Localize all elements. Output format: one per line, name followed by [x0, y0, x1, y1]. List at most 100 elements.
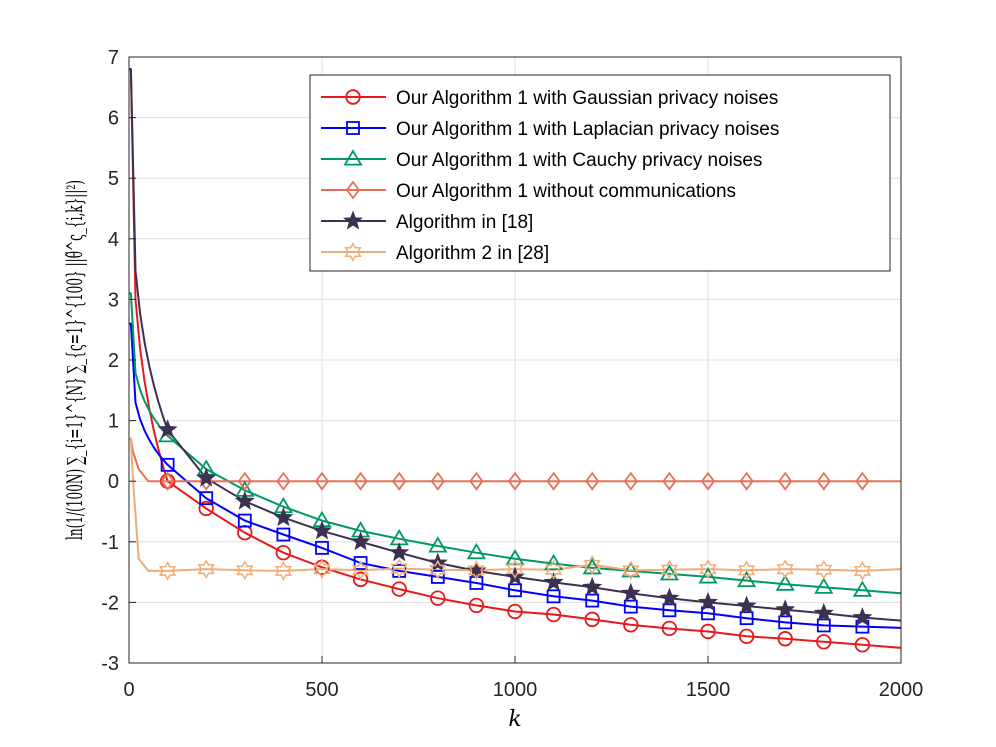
legend: Our Algorithm 1 with Gaussian privacy no…: [309, 74, 891, 272]
series-marker: [699, 559, 717, 580]
series-marker: [276, 527, 291, 542]
series-marker: [778, 615, 793, 630]
series-marker: [659, 587, 680, 607]
series-marker: [315, 540, 329, 555]
series-marker: [662, 471, 677, 491]
series-marker: [430, 570, 445, 584]
series-marker: [584, 611, 600, 628]
series-marker: [160, 457, 175, 472]
series-marker: [700, 471, 716, 491]
series-marker: [273, 507, 294, 527]
series-marker: [430, 590, 446, 606]
series-marker: [739, 471, 754, 491]
series-marker: [814, 577, 834, 594]
series-marker: [737, 560, 756, 581]
series-marker: [351, 560, 370, 581]
legend-marker: [342, 210, 364, 230]
series-marker: [854, 637, 871, 653]
series-marker: [391, 581, 407, 597]
series-marker: [816, 471, 831, 491]
series-marker: [390, 558, 408, 579]
x-tick-label: 1500: [686, 679, 731, 701]
series-marker: [199, 491, 214, 506]
series-marker: [739, 611, 754, 626]
series-marker: [815, 559, 833, 580]
series-marker: [234, 490, 255, 510]
series-line: [129, 437, 902, 572]
series-marker: [196, 467, 217, 487]
series-marker: [545, 606, 562, 623]
series-marker: [508, 583, 522, 598]
series-marker: [546, 471, 561, 491]
y-tick-label: -3: [101, 653, 119, 675]
series-marker: [583, 554, 601, 575]
series-marker: [623, 617, 639, 633]
series-marker: [816, 618, 831, 633]
series-marker: [506, 559, 524, 580]
x-tick-label: 2000: [879, 679, 924, 701]
series-marker: [353, 556, 368, 570]
series-marker: [546, 589, 561, 604]
series-markers: [157, 419, 873, 653]
series-marker: [582, 576, 603, 596]
y-tick-label: -1: [101, 532, 119, 554]
series-marker: [620, 582, 641, 602]
series-marker: [662, 603, 677, 618]
y-tick-label: 6: [108, 108, 119, 130]
series-line: [129, 292, 902, 595]
series-marker: [160, 471, 175, 491]
series-marker: [661, 620, 678, 637]
series-marker: [507, 471, 523, 491]
series-marker: [197, 559, 215, 580]
series-marker: [353, 471, 368, 491]
series-marker: [468, 597, 485, 614]
series-marker: [813, 602, 834, 622]
series-marker: [585, 593, 600, 608]
series-marker: [738, 628, 755, 645]
legend-label: Algorithm 2 in [28]: [396, 243, 549, 264]
legend-label: Our Algorithm 1 with Cauchy privacy nois…: [396, 150, 762, 171]
series-marker: [852, 580, 872, 597]
x-axis-label: k: [508, 707, 521, 732]
legend-marker: [343, 149, 363, 166]
y-axis-label-text: ln(1/(100N) ∑_{i=1}^{N} ∑_{ς=1}^{100} ||…: [63, 180, 88, 540]
series-marker: [467, 560, 486, 581]
series-marker: [352, 571, 369, 588]
y-tick-label: 7: [108, 47, 119, 69]
y-tick-label: 4: [108, 229, 119, 251]
legend-label: Algorithm in [18]: [396, 212, 533, 233]
series-marker: [777, 631, 793, 647]
series-marker: [158, 560, 177, 581]
axis-ticks: 0 500 1000 1500 2000 -3 -2 -1 0 1 2 3 4 5 6 7: [101, 47, 923, 701]
series-marker: [698, 567, 718, 584]
series-marker: [776, 559, 794, 580]
legend-label: Our Algorithm 1 without communications: [396, 181, 736, 202]
series-marker: [736, 595, 757, 615]
series-marker: [314, 471, 330, 491]
y-tick-label: 3: [108, 289, 119, 311]
series-marker: [852, 606, 873, 627]
series-marker: [276, 471, 291, 491]
y-tick-label: 2: [108, 350, 119, 372]
legend-box: [309, 74, 891, 272]
series-marker: [466, 542, 486, 560]
series-marker: [429, 559, 447, 580]
y-tick-label: 5: [108, 168, 119, 190]
series-marker: [543, 571, 564, 591]
series-marker: [505, 548, 525, 566]
series-marker: [700, 623, 716, 640]
series-marker: [428, 536, 448, 553]
series-marker: [816, 634, 832, 650]
series-marker: [350, 531, 371, 551]
series-marker: [623, 599, 638, 614]
series-marker: [469, 471, 484, 491]
series-marker: [389, 542, 410, 562]
series-marker: [775, 599, 796, 619]
series-marker: [701, 606, 715, 621]
y-axis-label: ln(1/(100N) ∑_{i=1}^{N} ∑_{ς=1}^{100} ||…: [63, 180, 88, 540]
series-marker: [623, 471, 638, 491]
legend-label: Our Algorithm 1 with Laplacian privacy n…: [396, 119, 779, 140]
legend-label: Our Algorithm 1 with Gaussian privacy no…: [396, 88, 778, 109]
legend-marker: [345, 89, 361, 105]
